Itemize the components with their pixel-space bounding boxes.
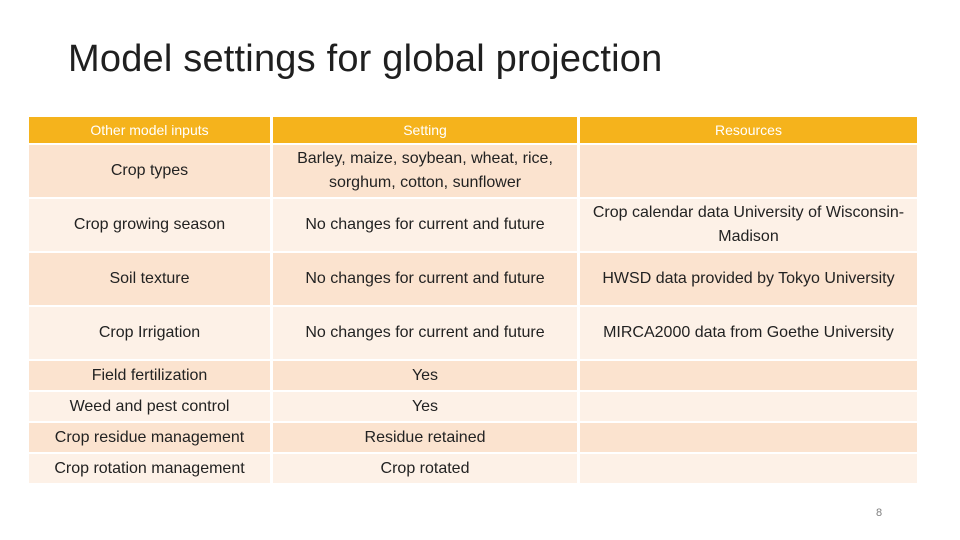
cell-setting: Yes — [270, 361, 577, 390]
cell-input: Soil texture — [29, 253, 270, 305]
table-row: Crop types Barley, maize, soybean, wheat… — [29, 145, 917, 197]
cell-input: Crop Irrigation — [29, 307, 270, 359]
settings-table: Other model inputs Setting Resources Cro… — [29, 115, 917, 485]
cell-resource: MIRCA2000 data from Goethe University — [577, 307, 917, 359]
cell-input: Crop growing season — [29, 199, 270, 251]
header-resources: Resources — [577, 117, 917, 143]
cell-input: Crop types — [29, 145, 270, 197]
cell-setting: Yes — [270, 392, 577, 421]
cell-resource: HWSD data provided by Tokyo University — [577, 253, 917, 305]
cell-resource — [577, 423, 917, 452]
table-row: Weed and pest control Yes — [29, 392, 917, 421]
table-row: Field fertilization Yes — [29, 361, 917, 390]
cell-input: Weed and pest control — [29, 392, 270, 421]
slide-title: Model settings for global projection — [68, 38, 663, 80]
cell-resource — [577, 454, 917, 483]
table-row: Crop rotation management Crop rotated — [29, 454, 917, 483]
table-row: Crop growing season No changes for curre… — [29, 199, 917, 251]
cell-resource: Crop calendar data University of Wiscons… — [577, 199, 917, 251]
cell-setting: Residue retained — [270, 423, 577, 452]
cell-setting: No changes for current and future — [270, 253, 577, 305]
cell-input: Crop rotation management — [29, 454, 270, 483]
table-header-row: Other model inputs Setting Resources — [29, 117, 917, 143]
cell-setting: No changes for current and future — [270, 307, 577, 359]
cell-resource — [577, 392, 917, 421]
header-other-model-inputs: Other model inputs — [29, 117, 270, 143]
cell-setting: Barley, maize, soybean, wheat, rice, sor… — [270, 145, 577, 197]
header-setting: Setting — [270, 117, 577, 143]
cell-input: Crop residue management — [29, 423, 270, 452]
table-row: Crop Irrigation No changes for current a… — [29, 307, 917, 359]
table-row: Crop residue management Residue retained — [29, 423, 917, 452]
cell-resource — [577, 145, 917, 197]
table-row: Soil texture No changes for current and … — [29, 253, 917, 305]
cell-resource — [577, 361, 917, 390]
cell-setting: Crop rotated — [270, 454, 577, 483]
page-number: 8 — [876, 507, 883, 519]
cell-setting: No changes for current and future — [270, 199, 577, 251]
cell-input: Field fertilization — [29, 361, 270, 390]
